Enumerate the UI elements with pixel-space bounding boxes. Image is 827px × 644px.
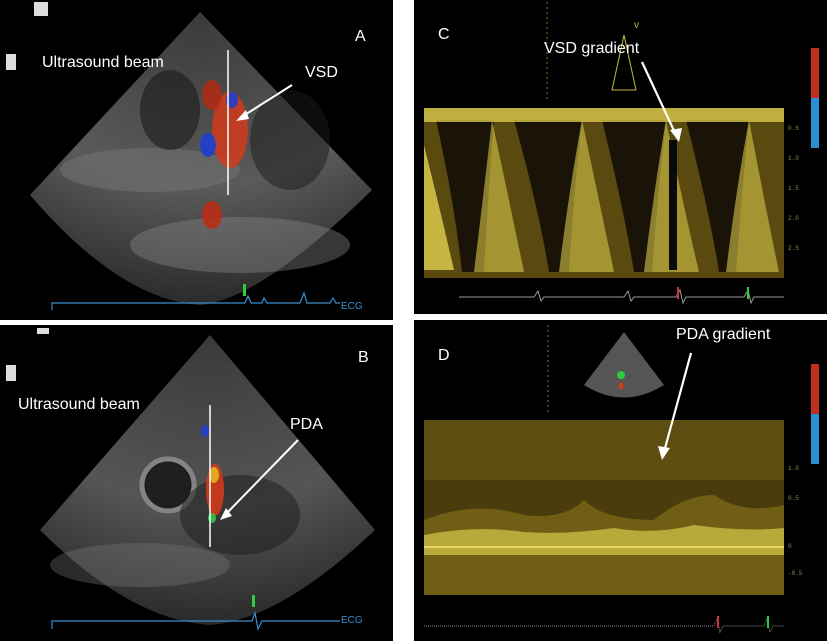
svg-text:0: 0 [788,543,792,550]
svg-text:1.0: 1.0 [788,155,799,162]
vsd-arrow [239,84,293,119]
panel-a-echo-image [6,2,372,310]
ecg-label-b: ECG [341,615,363,626]
panel-b-letter: B [358,349,369,366]
vsd-color-flow [212,92,248,168]
svg-text:1.0: 1.0 [788,465,799,472]
ecg-label-a: ECG [341,301,363,312]
panel-c-doppler: v 0.6 1.0 1.5 2.0 2.5 [414,0,827,314]
vsd-gradient-label: VSD gradient [544,40,640,57]
panel-d-letter: D [438,347,450,364]
ecg-trace-c [459,288,784,305]
scanner-icon-b [37,328,49,334]
pda-gradient-arrow [662,352,693,453]
panel-a-echo: Ultrasound beam VSD A ECG [0,0,393,320]
svg-text:-0.5: -0.5 [788,570,803,577]
pda-arrow [224,439,299,516]
ultrasound-beam-label-b: Ultrasound beam [18,396,140,413]
svg-text:0.6: 0.6 [788,125,799,132]
panel-b-echo: Ultrasound beam PDA B ECG [0,325,393,641]
probe-icon-b [6,365,16,381]
ecg-trace-a [51,291,340,310]
svg-text:1.5: 1.5 [788,185,799,192]
ecg-trace-d [424,617,784,634]
panel-a-letter: A [355,28,366,45]
ecg-trace-b [51,610,340,631]
pda-gradient-label: PDA gradient [676,326,771,343]
panel-d-doppler: 1.0 0.5 0 -0.5 D PDA gradient [414,320,827,641]
ultrasound-beam-label-a: Ultrasound beam [42,54,164,71]
panel-c-letter: C [438,26,450,43]
echo-sector [30,12,372,305]
svg-text:2.0: 2.0 [788,215,799,222]
vsd-gradient-arrow [641,61,677,136]
panel-b-echo-image [6,328,375,631]
svg-text:0.5: 0.5 [788,495,799,502]
probe-icon [6,54,16,70]
pda-label: PDA [290,416,323,433]
pda-doppler-spectrum: 1.0 0.5 0 -0.5 [424,325,819,634]
svg-text:2.5: 2.5 [788,245,799,252]
scanner-icon [34,2,48,16]
vsd-doppler-spectrum: v 0.6 1.0 1.5 2.0 2.5 [424,2,819,305]
pda-thumbnail [584,332,664,398]
svg-text:v: v [634,20,639,31]
vsd-label: VSD [305,64,338,81]
